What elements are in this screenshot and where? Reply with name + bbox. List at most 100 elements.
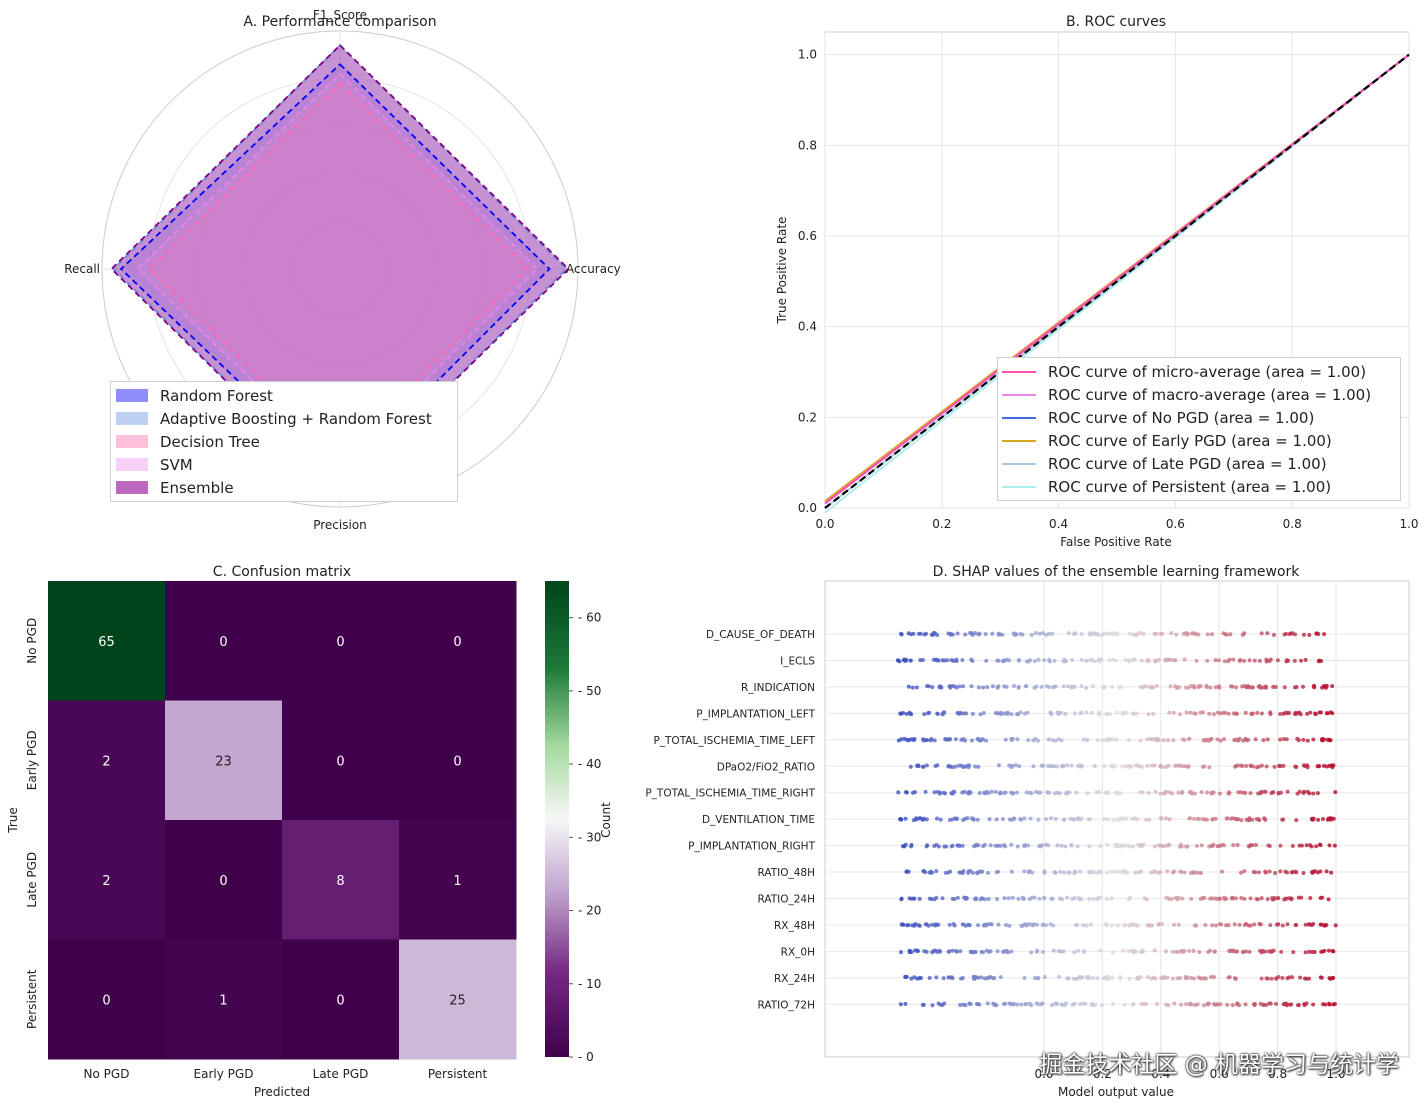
shap-point [1256, 764, 1261, 769]
shap-point [900, 922, 905, 927]
legend-label: ROC curve of micro-average (area = 1.00) [1048, 362, 1367, 381]
legend-swatch [116, 458, 148, 471]
shap-point [1152, 763, 1157, 768]
shap-point [1047, 790, 1052, 795]
shap-point [1000, 817, 1005, 822]
shap-point [1227, 657, 1232, 662]
shap-point [1076, 763, 1081, 768]
shap-point [1256, 870, 1261, 875]
shap-point [1130, 922, 1135, 927]
shap-point [1095, 632, 1100, 637]
cm-cell-value: 2 [102, 754, 110, 769]
shap-point [1271, 897, 1276, 902]
shap-point [986, 896, 991, 901]
shap-point [1042, 896, 1047, 901]
shap-feature-label: I_ECLS [780, 655, 815, 667]
shap-point [1015, 844, 1020, 849]
shap-point [1265, 737, 1270, 742]
shap-point [1018, 631, 1023, 636]
shap-point [1301, 763, 1306, 768]
radar-series-line [112, 44, 568, 494]
shap-point [920, 657, 925, 662]
shap-point [1171, 710, 1176, 715]
shap-point [1114, 817, 1119, 822]
shap-point [1108, 712, 1113, 717]
shap-point [973, 896, 978, 901]
shap-point [902, 657, 907, 662]
shap-point [1230, 948, 1235, 953]
shap-point [1136, 764, 1141, 769]
shap-point [1295, 736, 1300, 741]
shap-point [1046, 737, 1051, 742]
shap-point [1292, 658, 1297, 663]
shap-point [1007, 763, 1012, 768]
shap-point [1099, 1003, 1104, 1008]
shap-point [1172, 1001, 1177, 1006]
shap-point [1285, 976, 1290, 981]
shap-point [1278, 711, 1283, 716]
shap-point [1009, 842, 1014, 847]
shap-point [1003, 1001, 1008, 1006]
shap-point [1036, 738, 1041, 743]
legend-item: Random Forest [111, 384, 457, 407]
shap-point [908, 658, 913, 663]
shap-point [1184, 631, 1189, 636]
shap-point [934, 922, 939, 927]
shap-point [1131, 948, 1136, 953]
shap-point [1289, 897, 1294, 902]
shap-point [949, 658, 954, 663]
shap-point [947, 975, 952, 980]
cm-cell-value: 0 [453, 754, 461, 769]
shap-point [1320, 817, 1325, 822]
legend-item: Adaptive Boosting + Random Forest [111, 407, 457, 430]
shap-point [1088, 870, 1093, 875]
shap-point [932, 790, 937, 795]
shap-point [930, 1003, 935, 1008]
shap-point [955, 895, 960, 900]
shap-point [1079, 684, 1084, 689]
shap-point [948, 764, 953, 769]
shap-point [1084, 710, 1089, 715]
shap-feature-label: R_INDICATION [741, 682, 815, 694]
shap-point [1319, 659, 1324, 664]
shap-point [1145, 763, 1150, 768]
shap-xtick: 1.0 [1326, 1067, 1345, 1081]
shap-point [1016, 685, 1021, 690]
shap-point [1263, 684, 1268, 689]
shap-point [985, 1001, 990, 1006]
shap-point [1109, 869, 1114, 874]
shap-point [1030, 895, 1035, 900]
shap-point [1044, 842, 1049, 847]
shap-point [1031, 764, 1036, 769]
shap-point [1063, 844, 1068, 849]
shap-point [1235, 763, 1240, 768]
shap-point [936, 658, 941, 663]
shap-point [1268, 710, 1273, 715]
shap-point [1072, 711, 1077, 716]
shap-point [1226, 923, 1231, 928]
shap-point [1258, 922, 1263, 927]
shap-point [1242, 896, 1247, 901]
shap-point [1214, 896, 1219, 901]
shap-point [1252, 658, 1257, 663]
shap-point [1161, 738, 1166, 743]
shap-point [963, 632, 968, 637]
legend-line [1002, 393, 1036, 396]
shap-point [1079, 764, 1084, 769]
shap-point [1284, 1001, 1289, 1006]
shap-point [1208, 685, 1213, 690]
cm-cell-value: 0 [102, 993, 110, 1008]
shap-point [1118, 869, 1123, 874]
shap-point [906, 869, 911, 874]
shap-point [961, 817, 966, 822]
shap-point [975, 817, 980, 822]
shap-point [1079, 710, 1084, 715]
shap-point [1147, 817, 1152, 822]
shap-point [909, 712, 914, 717]
shap-point [1192, 816, 1197, 821]
shap-point [1139, 869, 1144, 874]
shap-point [1205, 790, 1210, 795]
shap-point [1208, 948, 1213, 953]
shap-point [993, 789, 998, 794]
shap-point [1109, 923, 1114, 928]
